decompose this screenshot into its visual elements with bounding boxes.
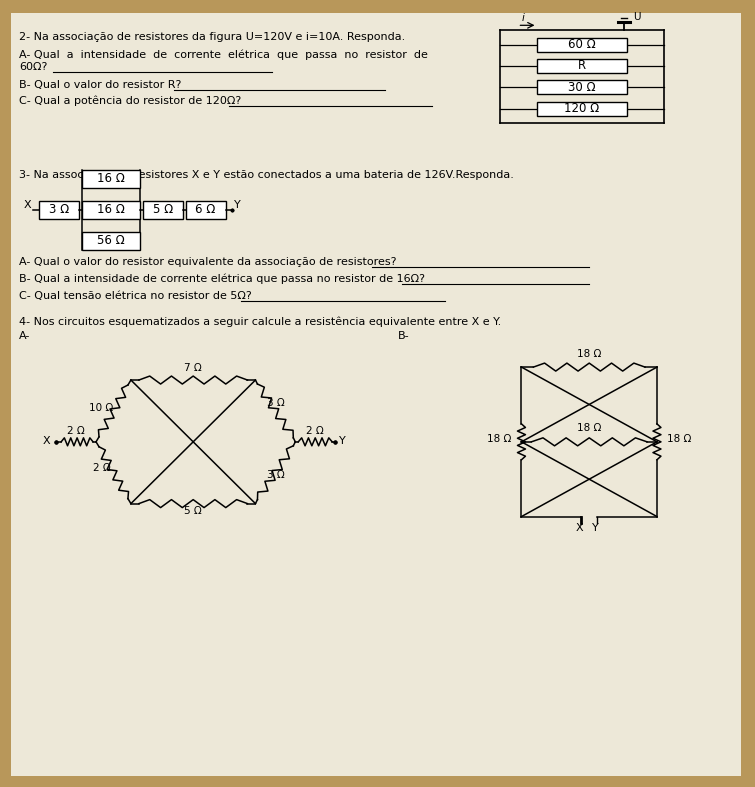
Text: 18 Ω: 18 Ω [577,349,602,359]
Text: Y: Y [233,200,240,209]
Bar [537,80,627,94]
Text: 18 Ω: 18 Ω [488,434,512,444]
Text: 2 Ω: 2 Ω [67,426,85,436]
Text: X: X [575,523,583,533]
Text: 18 Ω: 18 Ω [667,434,691,444]
Text: B- Qual a intensidade de corrente elétrica que passa no resistor de 16Ω?: B- Qual a intensidade de corrente elétri… [20,274,425,284]
FancyBboxPatch shape [11,13,741,776]
Text: 2 Ω: 2 Ω [307,426,324,436]
Text: i: i [522,13,524,24]
Text: 18 Ω: 18 Ω [577,423,602,433]
Text: R: R [578,60,586,72]
Text: 16 Ω: 16 Ω [97,172,125,185]
Text: A- Qual o valor do resistor equivalente da associação de resistores?: A- Qual o valor do resistor equivalente … [20,257,397,268]
Text: C- Qual a potência do resistor de 120Ω?: C- Qual a potência do resistor de 120Ω? [20,95,242,106]
Bar [537,102,627,116]
Text: 4- Nos circuitos esquematizados a seguir calcule a resistência equivalente entre: 4- Nos circuitos esquematizados a seguir… [20,316,501,327]
Bar [82,231,140,249]
Text: 6 Ω: 6 Ω [196,203,216,216]
Text: 3 Ω: 3 Ω [49,203,69,216]
Text: Y: Y [339,436,346,445]
Text: B- Qual o valor do resistor R?: B- Qual o valor do resistor R? [20,80,182,90]
Text: 3 Ω: 3 Ω [267,398,285,408]
Text: 5 Ω: 5 Ω [184,505,202,515]
Text: 56 Ω: 56 Ω [97,234,125,247]
Text: 3 Ω: 3 Ω [267,470,285,480]
Text: A- Qual  a  intensidade  de  corrente  elétrica  que  passa  no  resistor  de: A- Qual a intensidade de corrente elétri… [20,50,428,60]
Text: 2- Na associação de resistores da figura U=120V e i=10A. Responda.: 2- Na associação de resistores da figura… [20,32,405,42]
Bar [143,201,183,219]
Text: 120 Ω: 120 Ω [564,102,599,115]
Bar [82,201,140,219]
Text: X: X [23,200,31,209]
Bar [39,201,79,219]
Text: 60Ω?: 60Ω? [20,62,48,72]
Text: B-: B- [398,331,409,342]
Text: 10 Ω: 10 Ω [89,403,114,413]
Text: Y: Y [592,523,599,533]
Bar [186,201,226,219]
Text: A-: A- [20,331,31,342]
Bar [537,59,627,73]
Text: U: U [633,13,640,22]
Text: 16 Ω: 16 Ω [97,203,125,216]
Text: 60 Ω: 60 Ω [568,38,596,51]
Text: C- Qual tensão elétrica no resistor de 5Ω?: C- Qual tensão elétrica no resistor de 5… [20,291,252,301]
Text: 30 Ω: 30 Ω [568,81,596,94]
Bar [82,170,140,188]
Text: 2 Ω: 2 Ω [93,463,110,473]
Text: X: X [42,436,50,445]
Text: 3- Na associação de resistores X e Y estão conectados a uma bateria de 126V.Resp: 3- Na associação de resistores X e Y est… [20,170,514,179]
Bar [537,38,627,52]
Text: 5 Ω: 5 Ω [153,203,173,216]
Text: 7 Ω: 7 Ω [184,363,202,373]
